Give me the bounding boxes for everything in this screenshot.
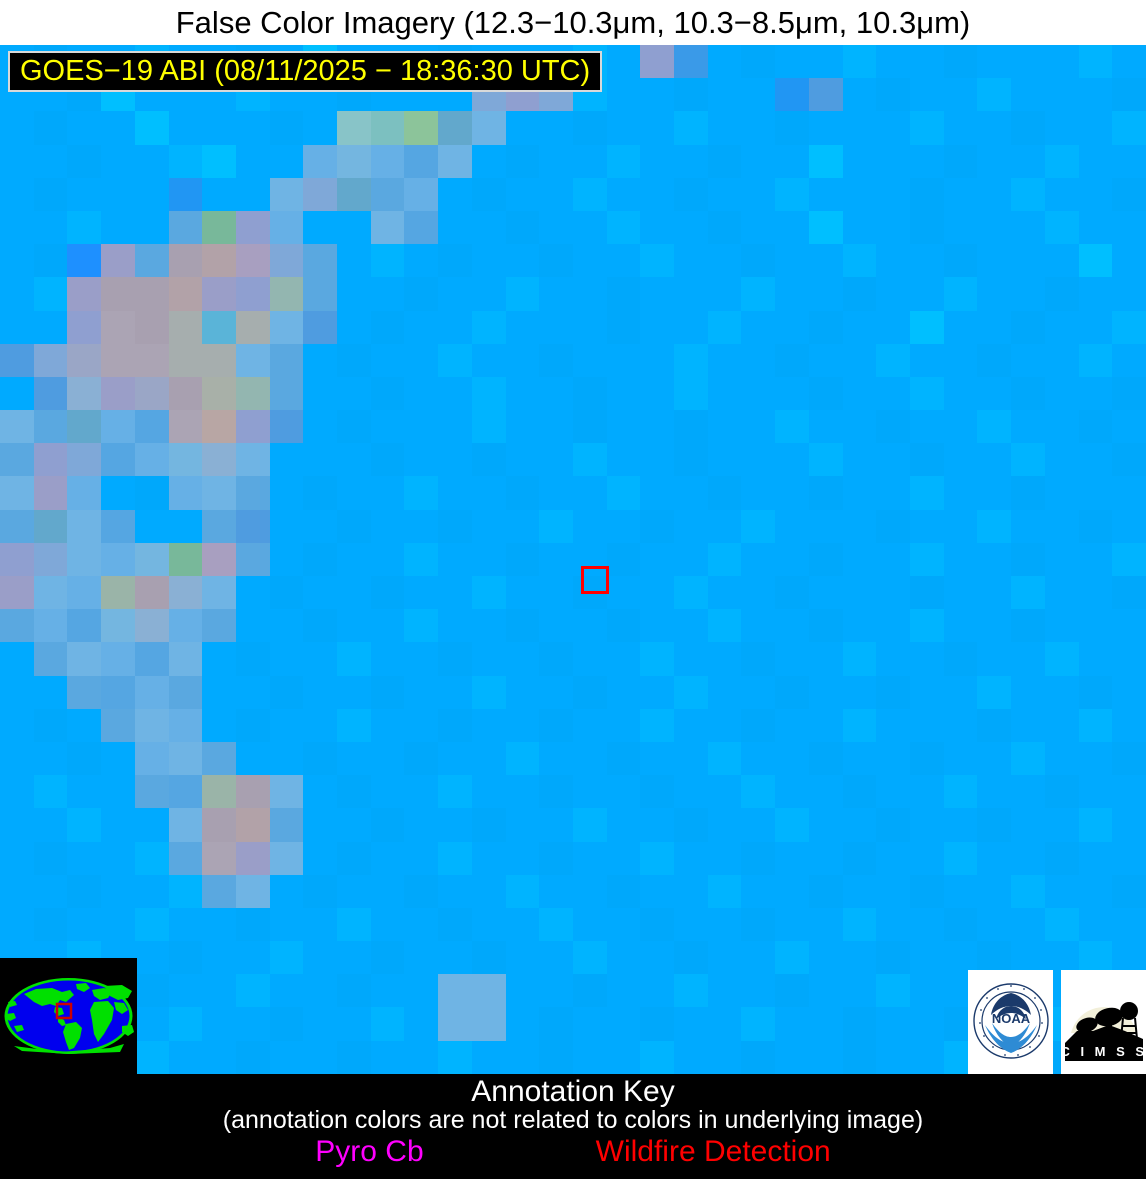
title-bar: False Color Imagery (12.3−10.3μm, 10.3−8… [0, 0, 1146, 45]
noaa-logo-tile: NOAA [968, 970, 1053, 1074]
satellite-pixel-grid [0, 45, 1146, 1074]
legend-item-wildfire-detection: Wildfire Detection [595, 1135, 831, 1168]
svg-text:NOAA: NOAA [991, 1011, 1030, 1026]
cimss-logo-text: C I M S S [1063, 1044, 1145, 1059]
noaa-logo: NOAA [972, 983, 1049, 1059]
globe-icon [0, 958, 137, 1074]
world-locator-map [0, 958, 137, 1074]
satellite-image-canvas: GOES−19 ABI (08/11/2025 − 18:36:30 UTC) [0, 45, 1146, 1074]
legend-item-pyro-cb: Pyro Cb [315, 1135, 424, 1168]
annotation-key-footer: Annotation Key (annotation colors are no… [0, 1074, 1146, 1179]
annotation-key-legend: Pyro Cb Wildfire Detection [0, 1136, 1146, 1168]
cimss-logo-tile: C I M S S [1061, 970, 1146, 1074]
timestamp-label: GOES−19 ABI (08/11/2025 − 18:36:30 UTC) [20, 55, 591, 87]
timestamp-label-box: GOES−19 ABI (08/11/2025 − 18:36:30 UTC) [8, 51, 603, 92]
annotation-key-subtitle: (annotation colors are not related to co… [222, 1106, 924, 1134]
annotation-key-title: Annotation Key [471, 1075, 675, 1108]
page-title: False Color Imagery (12.3−10.3μm, 10.3−8… [175, 5, 971, 40]
agency-logo-strip: NOAA [968, 970, 1146, 1074]
wildfire-detection-box [581, 566, 609, 594]
cimss-logo: C I M S S [1062, 981, 1145, 1063]
